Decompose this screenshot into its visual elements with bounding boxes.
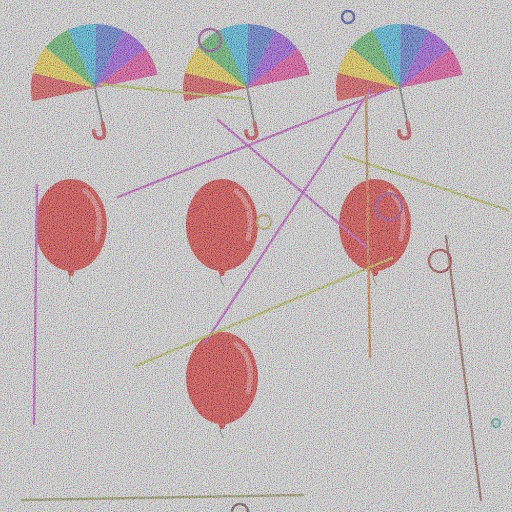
scene-svg	[0, 0, 512, 512]
noise-overlay	[0, 0, 512, 512]
image-canvas	[0, 0, 512, 512]
